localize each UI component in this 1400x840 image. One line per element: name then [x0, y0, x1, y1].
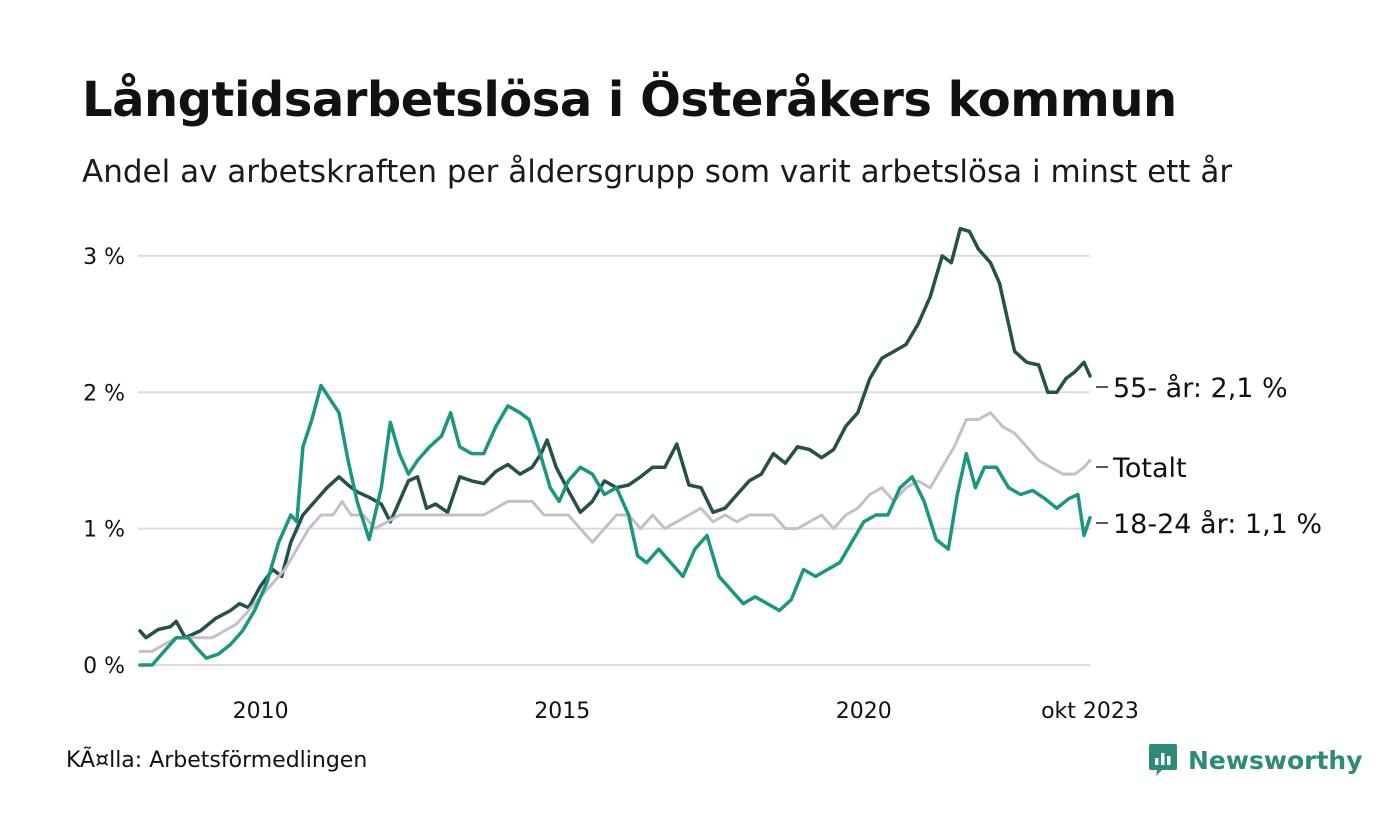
- newsworthy-logo-icon: [1149, 744, 1177, 776]
- x-tick-label: okt 2023: [1041, 699, 1139, 724]
- brand-logo: Newsworthy: [1148, 742, 1363, 778]
- series-end-label: 55- år: 2,1 %: [1113, 373, 1288, 404]
- series-line-older: [138, 226, 1092, 640]
- x-tick-label: 2020: [836, 699, 892, 724]
- source-note: KÃ¤lla: Arbetsförmedlingen: [66, 748, 368, 773]
- x-tick-label: 2015: [534, 699, 590, 724]
- chart-title: Långtidsarbetslösa i Österåkers kommun: [82, 72, 1177, 128]
- y-tick-label: 2 %: [83, 381, 125, 406]
- y-tick-label: 3 %: [83, 245, 125, 270]
- chart-subtitle: Andel av arbetskraften per åldersgrupp s…: [82, 154, 1233, 190]
- y-tick-label: 1 %: [83, 518, 125, 543]
- series-line-young: [138, 383, 1092, 667]
- brand-name: Newsworthy: [1188, 745, 1363, 775]
- y-tick-label: 0 %: [83, 654, 125, 679]
- series-line-total: [138, 411, 1092, 653]
- series-end-label: Totalt: [1112, 453, 1187, 484]
- series-end-label: 18-24 år: 1,1 %: [1113, 509, 1322, 540]
- x-tick-label: 2010: [233, 699, 289, 724]
